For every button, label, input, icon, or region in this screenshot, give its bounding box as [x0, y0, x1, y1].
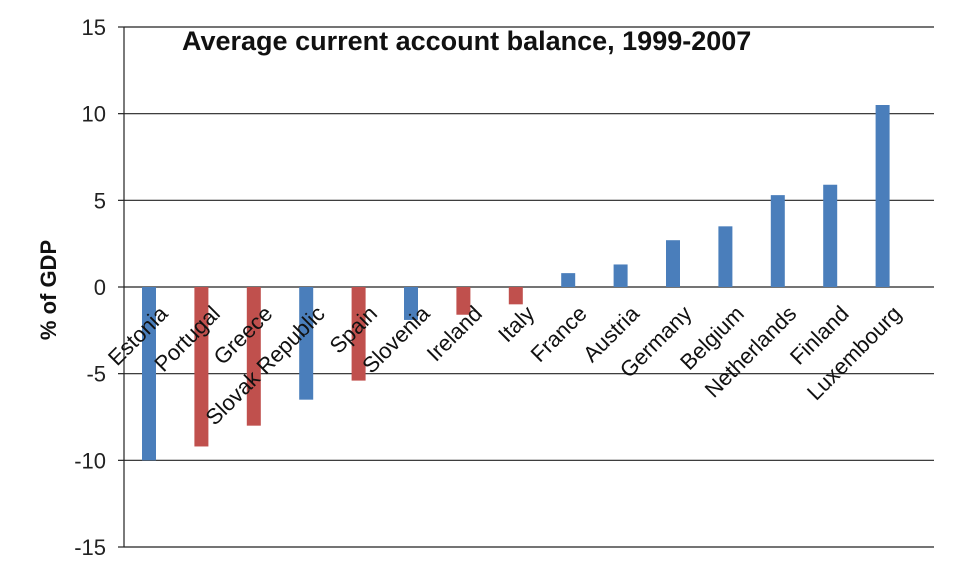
bar-spain — [351, 287, 366, 381]
y-tick-label: -15 — [74, 535, 106, 560]
category-label: Ireland — [422, 301, 487, 366]
bar-estonia — [142, 287, 156, 461]
bar-italy — [508, 287, 523, 305]
y-axis-label: % of GDP — [36, 240, 61, 340]
bar-greece — [246, 287, 261, 426]
bar-france — [561, 273, 576, 287]
bar-germany — [666, 240, 680, 287]
bar-finland — [823, 184, 838, 287]
bars — [142, 105, 890, 461]
chart-title: Average current account balance, 1999-20… — [182, 26, 751, 56]
bar-slovenia — [404, 287, 418, 320]
y-tick-label: 5 — [94, 188, 106, 213]
bar-slovak-republic — [299, 287, 314, 400]
bar-portugal — [194, 287, 209, 447]
y-tick-label: -5 — [86, 362, 106, 387]
bar-ireland — [456, 287, 471, 315]
bar-austria — [613, 264, 628, 287]
category-label: Italy — [493, 301, 539, 347]
bar-belgium — [718, 226, 733, 287]
category-label: France — [526, 301, 592, 367]
bar-luxembourg — [875, 105, 890, 287]
bar-netherlands — [770, 195, 785, 287]
y-tick-label: 0 — [94, 275, 106, 300]
y-tick-label: -10 — [74, 448, 106, 473]
y-tick-label: 10 — [82, 102, 106, 127]
gridlines — [118, 26, 934, 548]
y-axis-ticks: 15 10 5 0 -5 -10 -15 — [74, 15, 106, 560]
y-tick-label: 15 — [82, 15, 106, 40]
